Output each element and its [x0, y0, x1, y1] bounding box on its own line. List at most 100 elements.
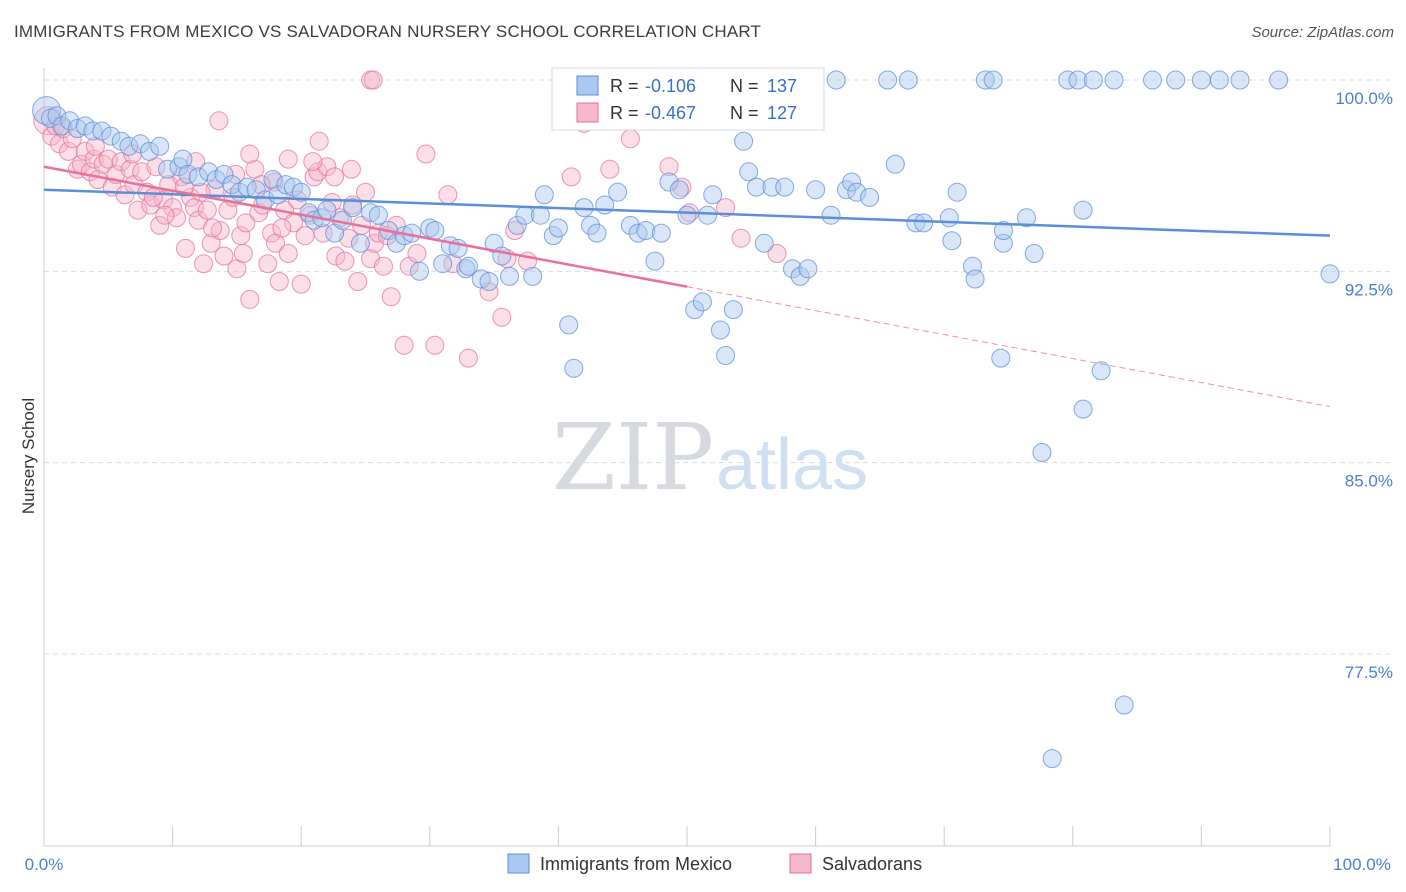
salvadoran-point [309, 131, 329, 151]
mexico-point [587, 223, 607, 243]
mexico-point [734, 131, 754, 151]
mexico-point [276, 175, 296, 195]
mexico-point [965, 269, 985, 289]
mexico-point [500, 266, 519, 286]
legend-n-value-1: 137 [767, 76, 797, 96]
salvadoran-point [659, 157, 679, 177]
mexico-point [754, 233, 774, 253]
mexico-point [975, 70, 995, 90]
salvadoran-point [262, 223, 282, 243]
salvadoran-point [767, 244, 787, 263]
mexico-point [1209, 70, 1229, 90]
legend-swatch-pink [576, 102, 599, 123]
trend-lines [43, 165, 1331, 408]
salvadoran-trend-line [43, 165, 688, 288]
mexico-point [1091, 361, 1111, 381]
mexico-point [140, 141, 159, 161]
mexico-point [723, 300, 743, 320]
x-ticks [43, 826, 1331, 846]
salvadoran-point [132, 162, 152, 182]
salvadoran-point [214, 246, 234, 266]
mexico-point [716, 346, 736, 365]
mexico-point [1073, 200, 1093, 220]
salvadoran-point [209, 111, 229, 131]
salvadoran-trend-extension [686, 286, 1331, 408]
mexico-point [790, 266, 810, 286]
mexico-point [806, 180, 826, 200]
mexico-point [214, 164, 234, 184]
mexico-point [158, 159, 177, 179]
mexico-point [1017, 208, 1036, 228]
legend-label-salvadorans: Salvadorans [822, 854, 922, 874]
mexico-point [317, 200, 337, 220]
salvadoran-point [407, 244, 427, 263]
salvadoran-point [150, 215, 170, 235]
salvadoran-point [210, 221, 230, 240]
salvadoran-point [303, 152, 323, 172]
gridlines [44, 79, 1394, 655]
mexico-point [471, 269, 491, 289]
mexico-point [783, 259, 802, 279]
salvadoran-point [458, 348, 478, 368]
mexico-point [1320, 264, 1340, 284]
mexico-point [821, 205, 841, 225]
salvadoran-point [416, 144, 436, 164]
chart-title: IMMIGRANTS FROM MEXICO VS SALVADORAN NUR… [14, 22, 762, 41]
series-legend: Immigrants from Mexico Salvadorans [507, 853, 922, 874]
mexico-point [1191, 70, 1211, 90]
mexico-point [291, 182, 311, 202]
legend-swatch-salvadorans [789, 853, 812, 874]
salvadoran-point [155, 205, 175, 225]
legend-swatch-mexico [507, 853, 530, 874]
y-tick-label: 92.5% [1345, 280, 1393, 299]
salvadoran-point [620, 129, 640, 149]
mexico-point [530, 205, 550, 225]
mexico-point [651, 223, 671, 243]
salvadoran-point [335, 251, 355, 271]
legend-swatch-blue [576, 75, 599, 96]
salvadoran-point [438, 185, 458, 205]
salvadoran-point [326, 246, 346, 266]
mexico-point [150, 136, 170, 156]
salvadoran-point [203, 218, 222, 238]
mexico-point [534, 185, 554, 205]
mexico-point [119, 136, 139, 156]
mexico-point [479, 272, 499, 291]
mexico-point [1073, 399, 1093, 419]
mexico-point [581, 215, 600, 235]
salvadoran-point [381, 287, 401, 307]
mexico-point [739, 162, 759, 182]
mexico-point [659, 172, 679, 192]
mexico-point [698, 205, 718, 225]
mexico-point [199, 162, 219, 182]
mexico-point [523, 266, 543, 286]
mexico-point [669, 180, 689, 200]
mexico-point [410, 261, 429, 281]
mexico-point [343, 198, 363, 218]
mexico-point [47, 106, 67, 126]
salvadoran-point [356, 182, 375, 202]
mexico-point [92, 121, 112, 141]
mexico-point [878, 70, 898, 90]
mexico-point [1024, 244, 1044, 263]
legend-r-value-1: -0.106 [645, 76, 696, 96]
mexico-point [677, 205, 697, 225]
mexico-point [947, 182, 967, 202]
salvadoran-point [348, 272, 368, 291]
y-tick-labels: 77.5% 85.0% 92.5% 100.0% [1335, 89, 1393, 682]
salvadoran-point [716, 198, 736, 218]
mexico-points [32, 70, 1340, 769]
mexico-point [1166, 70, 1186, 90]
legend-r-label-2: R = [610, 103, 639, 123]
salvadoran-point [600, 159, 620, 179]
salvadoran-point [561, 167, 581, 187]
salvadoran-point [341, 159, 361, 179]
mexico-point [826, 70, 846, 90]
x-tick-label-max: 100.0% [1333, 855, 1391, 874]
source-credit: Source: ZipAtlas.com [1251, 24, 1394, 41]
mexico-point [1042, 749, 1062, 769]
salvadoran-point [128, 200, 148, 220]
mexico-point [1230, 70, 1250, 90]
salvadoran-point [236, 213, 256, 233]
salvadoran-point [233, 244, 253, 263]
